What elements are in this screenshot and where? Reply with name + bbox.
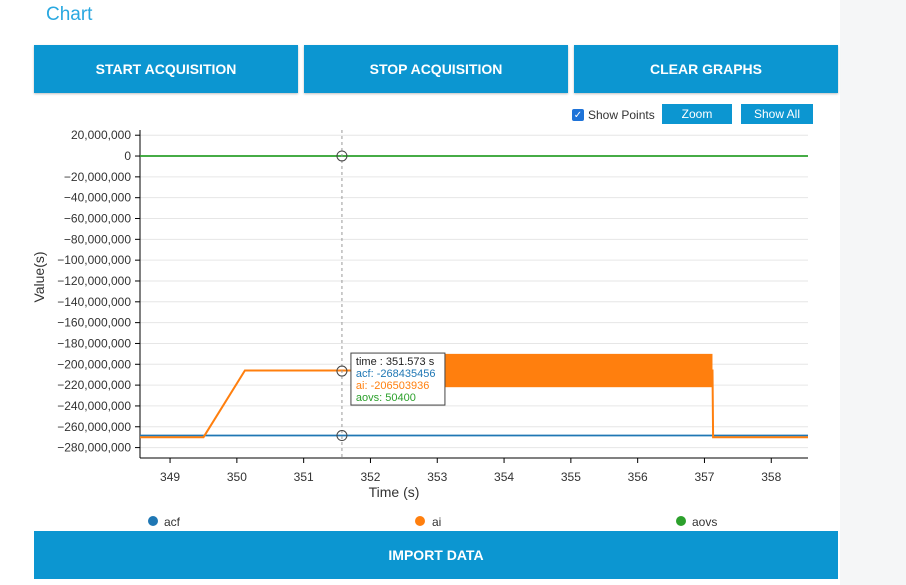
legend-aovs-marker xyxy=(676,516,686,526)
cursor-point-acf xyxy=(336,430,348,442)
y-tick-label: −60,000,000 xyxy=(64,212,131,226)
legend-ai-label: ai xyxy=(432,515,441,529)
y-tick-label: −160,000,000 xyxy=(57,316,131,330)
show-all-button[interactable]: Show All xyxy=(741,104,813,124)
x-tick-label: 357 xyxy=(694,470,714,484)
x-axis-label: Time (s) xyxy=(369,484,420,500)
chart-grid xyxy=(140,134,808,449)
y-tick-label: −180,000,000 xyxy=(57,336,131,350)
tooltip-acf: acf: -268435456 xyxy=(356,368,436,380)
x-tick-label: 353 xyxy=(427,470,447,484)
y-axis-ticks: 20,000,000 0 −20,000,000 −40,000,000 −60,000… xyxy=(57,128,140,455)
legend-acf-marker xyxy=(148,516,158,526)
cursor-point-ai xyxy=(336,365,348,377)
legend-ai-marker xyxy=(415,516,425,526)
x-tick-label: 350 xyxy=(227,470,247,484)
y-tick-label: −20,000,000 xyxy=(64,170,131,184)
page-title: Chart xyxy=(46,4,93,25)
y-tick-label: −40,000,000 xyxy=(64,191,131,205)
x-tick-label: 358 xyxy=(761,470,781,484)
line-chart[interactable]: 20,000,000 0 −20,000,000 −40,000,000 −60,000… xyxy=(0,0,840,535)
y-tick-label: −280,000,000 xyxy=(57,441,131,455)
show-points-checkbox[interactable]: ✓ xyxy=(572,109,584,121)
x-tick-label: 356 xyxy=(628,470,648,484)
clear-graphs-button[interactable]: CLEAR GRAPHS xyxy=(574,45,838,93)
legend-aovs-label: aovs xyxy=(692,515,717,529)
y-tick-label: −200,000,000 xyxy=(57,357,131,371)
y-axis-label: Value(s) xyxy=(31,251,47,302)
stop-acquisition-button[interactable]: STOP ACQUISITION xyxy=(304,45,568,93)
y-tick-label: −100,000,000 xyxy=(57,253,131,267)
x-tick-label: 354 xyxy=(494,470,514,484)
x-axis-ticks: 349 350 351 352 353 354 355 356 357 358 xyxy=(160,458,782,484)
x-tick-label: 355 xyxy=(561,470,581,484)
y-tick-label: −220,000,000 xyxy=(57,378,131,392)
show-points-label: Show Points xyxy=(588,108,655,122)
legend: acf ai aovs xyxy=(148,515,717,529)
x-tick-label: 349 xyxy=(160,470,180,484)
y-tick-label: −120,000,000 xyxy=(57,274,131,288)
x-tick-label: 351 xyxy=(294,470,314,484)
y-tick-label: 0 xyxy=(124,149,131,163)
chart-panel: Chart START ACQUISITION STOP ACQUISITION… xyxy=(0,0,840,579)
start-acquisition-button[interactable]: START ACQUISITION xyxy=(34,45,298,93)
legend-acf-label: acf xyxy=(164,515,181,529)
tooltip-time: time : 351.573 s xyxy=(356,356,435,368)
y-tick-label: −240,000,000 xyxy=(57,399,131,413)
y-tick-label: −260,000,000 xyxy=(57,420,131,434)
y-tick-label: 20,000,000 xyxy=(71,128,131,142)
cursor-tooltip xyxy=(350,352,446,406)
y-tick-label: −80,000,000 xyxy=(64,232,131,246)
y-tick-label: −140,000,000 xyxy=(57,295,131,309)
import-data-button[interactable]: IMPORT DATA xyxy=(34,531,838,579)
tooltip-ai: ai: -206503936 xyxy=(356,380,429,392)
show-points-toggle[interactable]: ✓ Show Points xyxy=(572,105,655,125)
zoom-button[interactable]: Zoom xyxy=(662,104,732,124)
tooltip-aovs: aovs: 50400 xyxy=(356,392,416,404)
cursor-point-aovs xyxy=(336,150,348,162)
x-tick-label: 352 xyxy=(360,470,380,484)
